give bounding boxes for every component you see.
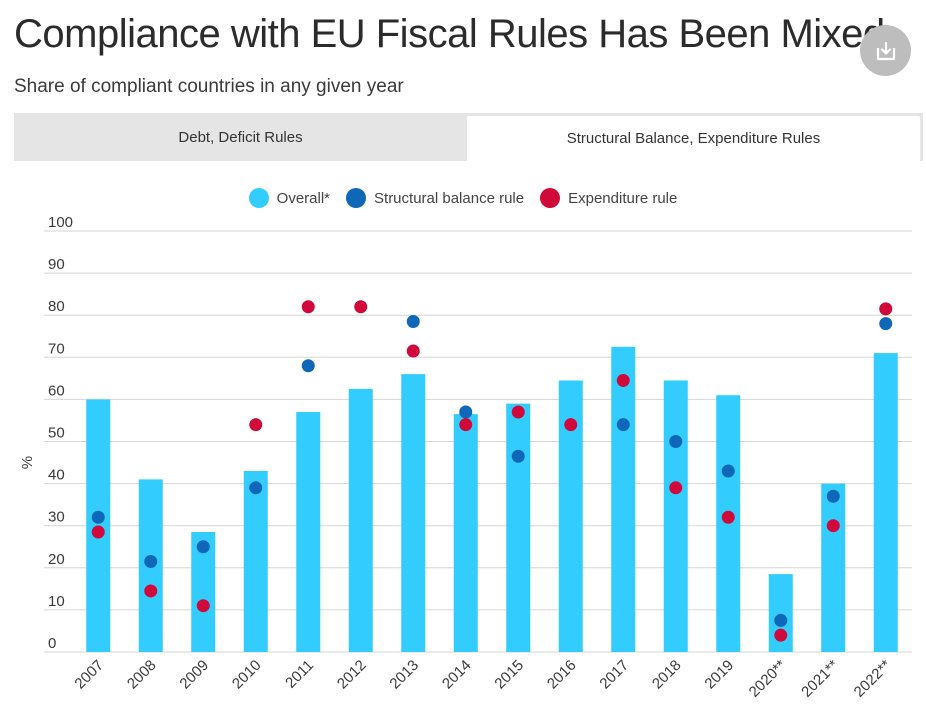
structural-balance-point — [511, 449, 525, 463]
structural-balance-point — [879, 317, 893, 331]
structural-balance-point — [406, 315, 420, 329]
x-tick-label: 2013 — [386, 657, 422, 693]
expenditure-point — [91, 525, 105, 539]
structural-balance-point — [91, 510, 105, 524]
expenditure-point — [249, 418, 263, 432]
bar — [821, 483, 846, 652]
tab-bar: Debt, Deficit Rules Structural Balance, … — [14, 113, 923, 161]
structural-balance-point — [144, 554, 158, 568]
x-tick-label: 2019 — [701, 657, 737, 693]
expenditure-point — [879, 302, 893, 316]
bar — [453, 414, 478, 652]
expenditure-point — [511, 405, 525, 419]
bar — [663, 380, 688, 652]
bar — [296, 412, 321, 652]
y-tick-label: 100 — [48, 214, 73, 231]
x-tick-label: 2020** — [746, 657, 790, 701]
expenditure-point — [774, 628, 788, 642]
expenditure-point — [564, 418, 578, 432]
y-tick-label: 20 — [48, 551, 65, 568]
y-tick-label: 40 — [48, 467, 65, 484]
structural-balance-point — [721, 464, 735, 478]
x-tick-label: 2011 — [282, 657, 317, 692]
legend-marker-structural-balance — [346, 188, 367, 208]
y-tick-label: 90 — [48, 256, 65, 273]
bar — [506, 403, 531, 652]
page-subtitle: Share of compliant countries in any give… — [14, 76, 404, 97]
tab-debt-deficit-rules[interactable]: Debt, Deficit Rules — [178, 128, 303, 146]
expenditure-point — [301, 300, 315, 314]
legend-label-structural-balance: Structural balance rule — [374, 189, 525, 207]
legend-item-overall[interactable]: Overall* — [248, 188, 331, 208]
expenditure-point — [616, 373, 630, 387]
bar — [873, 353, 898, 652]
x-tick-label: 2022** — [851, 657, 895, 701]
expenditure-point — [144, 584, 158, 598]
legend-item-expenditure[interactable]: Expenditure rule — [540, 188, 677, 208]
y-tick-label: 60 — [48, 382, 65, 399]
x-tick-label: 2018 — [649, 657, 685, 693]
bar — [243, 470, 268, 652]
legend-marker-overall — [248, 188, 269, 208]
structural-balance-point — [249, 481, 263, 495]
legend-item-structural-balance[interactable]: Structural balance rule — [346, 188, 524, 208]
page-title: Compliance with EU Fiscal Rules Has Been… — [14, 12, 885, 56]
structural-balance-point — [669, 435, 683, 448]
y-tick-label: 50 — [48, 425, 65, 442]
y-tick-label: 0 — [48, 635, 56, 652]
x-tick-label: 2008 — [124, 657, 160, 693]
structural-balance-point — [616, 418, 630, 432]
x-tick-label: 2007 — [71, 657, 107, 693]
x-tick-label: 2012 — [334, 657, 370, 693]
bar — [611, 346, 636, 652]
chart-legend: Overall* Structural balance rule Expendi… — [0, 186, 926, 210]
structural-balance-point — [196, 540, 210, 554]
x-tick-label: 2009 — [176, 657, 212, 693]
y-axis-label: % — [19, 456, 36, 469]
chart-plot: 0 10 20 30 40 50 60 70 80 90 100% 2007 2008 2009 2010 2… — [19, 214, 912, 701]
expenditure-point — [354, 300, 368, 314]
expenditure-point — [459, 418, 473, 432]
legend-label-expenditure: Expenditure rule — [568, 189, 678, 207]
expenditure-point — [826, 519, 840, 533]
structural-balance-point — [774, 613, 788, 627]
tab-structural-balance-expenditure-rules[interactable]: Structural Balance, Expenditure Rules — [467, 116, 920, 161]
x-tick-label: 2017 — [596, 657, 632, 693]
expenditure-point — [721, 510, 735, 524]
y-tick-label: 30 — [48, 509, 65, 526]
download-icon — [876, 41, 895, 60]
structural-balance-point — [301, 359, 315, 373]
x-tick-label: 2021** — [798, 657, 842, 701]
structural-balance-point — [826, 489, 840, 503]
structural-balance-point — [459, 405, 473, 419]
expenditure-point — [669, 481, 683, 495]
expenditure-point — [406, 344, 420, 358]
y-tick-label: 10 — [48, 593, 65, 610]
x-tick-label: 2015 — [491, 657, 527, 693]
x-tick-label: 2010 — [229, 657, 265, 693]
x-tick-label: 2014 — [439, 657, 475, 693]
legend-marker-expenditure — [540, 188, 561, 208]
bar — [401, 374, 426, 652]
bar — [348, 388, 373, 652]
y-tick-label: 80 — [48, 298, 65, 315]
legend-label-overall: Overall* — [276, 189, 331, 207]
x-tick-label: 2016 — [544, 657, 580, 693]
y-tick-label: 70 — [48, 340, 65, 357]
download-button[interactable] — [860, 25, 911, 76]
expenditure-point — [196, 599, 210, 613]
